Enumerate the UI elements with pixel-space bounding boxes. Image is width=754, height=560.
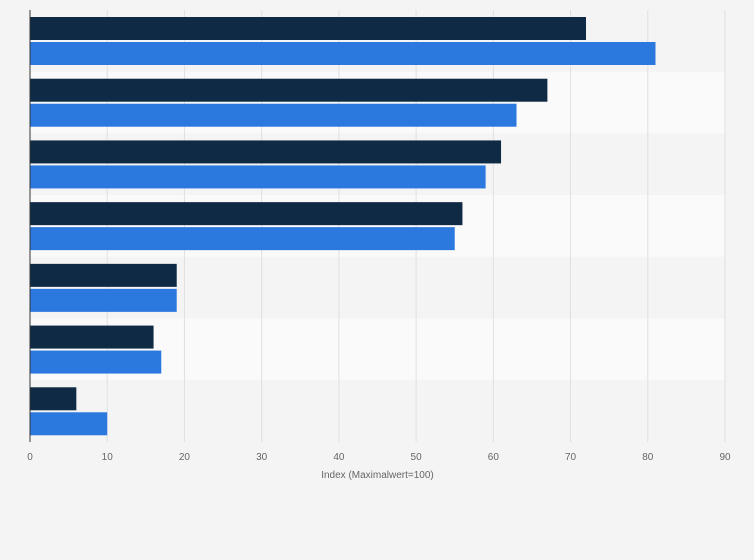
bar-series-1-cat-5 xyxy=(30,263,177,287)
bar-series-1-cat-7 xyxy=(30,387,77,411)
bar-series-1-cat-6 xyxy=(30,325,154,349)
bar-series-2-cat-1 xyxy=(30,42,656,65)
x-tick-label: 90 xyxy=(719,452,731,463)
category-bands xyxy=(30,10,725,442)
x-tick-label: 40 xyxy=(333,452,345,463)
bar-series-2-cat-2 xyxy=(30,103,517,127)
x-tick-label: 60 xyxy=(488,452,500,463)
bar-series-2-cat-7 xyxy=(30,412,108,436)
x-tick-label: 0 xyxy=(27,452,33,463)
bar-series-2-cat-3 xyxy=(30,165,486,189)
bar-series-2-cat-4 xyxy=(30,227,455,251)
category-band xyxy=(30,380,725,442)
bar-series-2-cat-5 xyxy=(30,288,177,312)
x-tick-label: 20 xyxy=(179,452,191,463)
x-tick-label: 10 xyxy=(102,452,114,463)
bars xyxy=(30,17,656,436)
x-tick-label: 30 xyxy=(256,452,268,463)
bar-series-1-cat-2 xyxy=(30,78,548,102)
bar-series-2-cat-6 xyxy=(30,350,162,374)
bar-series-1-cat-3 xyxy=(30,140,502,164)
x-axis-ticks: 0 10 20 30 40 50 60 70 80 90 xyxy=(27,452,731,463)
x-tick-label: 80 xyxy=(642,452,654,463)
bar-series-1-cat-1 xyxy=(30,17,586,40)
x-tick-label: 70 xyxy=(565,452,577,463)
x-axis-title: Index (Maximalwert=100) xyxy=(321,470,434,481)
bar-series-1-cat-4 xyxy=(30,202,463,226)
x-tick-label: 50 xyxy=(411,452,423,463)
